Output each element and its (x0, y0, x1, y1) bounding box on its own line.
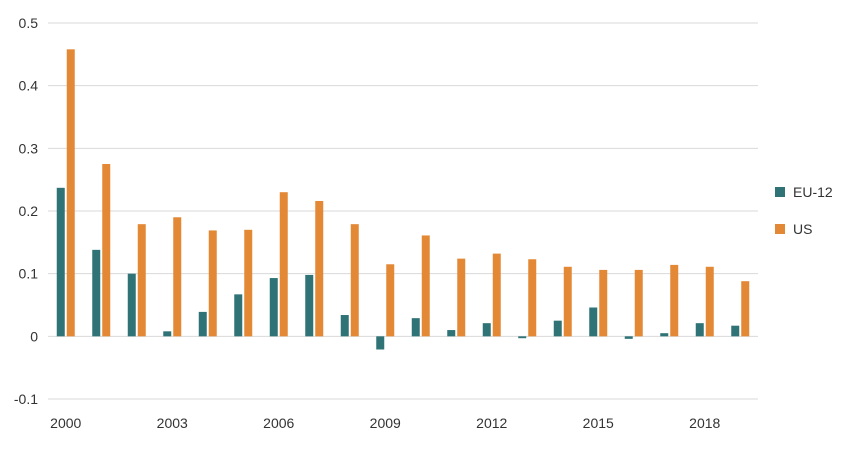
bar-eu-12-2011 (447, 330, 456, 337)
legend-swatch (775, 187, 785, 197)
y-tick-label: 0.3 (19, 140, 39, 156)
x-tick-label: 2018 (689, 415, 720, 431)
x-tick-label: 2009 (370, 415, 401, 431)
y-tick-label: 0.1 (19, 266, 39, 282)
bar-us-2015 (599, 269, 608, 337)
y-tick-label: 0.2 (19, 203, 39, 219)
y-axis-ticks: -0.1 0 0.1 0.2 0.3 0.4 0.5 (14, 15, 38, 407)
y-tick-label: 0.4 (19, 78, 39, 94)
x-tick-label: 2006 (263, 415, 294, 431)
legend-label: US (793, 221, 812, 237)
bar-eu-12-2008 (340, 315, 349, 337)
bar-us-2011 (457, 258, 466, 337)
bar-eu-12-2013 (518, 336, 527, 339)
bar-us-2007 (315, 200, 324, 337)
bar-eu-12-2003 (163, 331, 172, 337)
bar-us-2009 (386, 264, 395, 337)
bar-us-2017 (670, 264, 679, 337)
legend-swatch (775, 224, 785, 234)
bar-us-2014 (563, 266, 572, 337)
bar-us-2004 (208, 230, 217, 337)
bar-us-2001 (102, 164, 111, 337)
bar-eu-12-2004 (198, 311, 207, 337)
x-tick-label: 2015 (583, 415, 614, 431)
bar-eu-12-2000 (56, 187, 65, 337)
bar-eu-12-2018 (695, 323, 704, 337)
bar-us-2008 (350, 224, 359, 337)
bar-us-2013 (528, 259, 537, 337)
y-tick-label: -0.1 (14, 391, 38, 407)
bar-eu-12-2002 (127, 273, 136, 337)
bar-eu-12-2012 (482, 323, 491, 337)
bar-us-2018 (705, 266, 714, 337)
bar-eu-12-2009 (376, 336, 385, 350)
bar-us-2005 (244, 229, 253, 337)
bar-eu-12-2001 (92, 249, 101, 337)
bar-eu-12-2014 (553, 320, 562, 337)
y-tick-label: 0.5 (19, 15, 39, 31)
gridlines (48, 22, 758, 400)
bar-eu-12-2010 (411, 318, 420, 337)
bar-us-2010 (421, 235, 430, 337)
bar-us-2002 (137, 224, 146, 337)
bar-eu-12-2005 (234, 294, 243, 337)
x-axis-ticks: 2000 2003 2006 2009 2012 2015 2018 (50, 415, 720, 431)
legend: EU-12 US (775, 184, 833, 237)
bar-eu-12-2006 (269, 278, 278, 337)
x-tick-label: 2012 (476, 415, 507, 431)
bar-us-2019 (741, 281, 750, 337)
bar-eu-12-2016 (624, 336, 633, 339)
bar-eu-12-2019 (731, 325, 740, 337)
bar-eu-12-2007 (305, 274, 314, 337)
x-tick-label: 2003 (157, 415, 188, 431)
bar-eu-12-2017 (660, 333, 669, 337)
bar-us-2006 (279, 192, 288, 337)
x-tick-label: 2000 (50, 415, 81, 431)
legend-label: EU-12 (793, 184, 833, 200)
bar-us-2016 (634, 269, 643, 337)
y-tick-label: 0 (30, 328, 38, 344)
bar-eu-12-2015 (589, 307, 598, 337)
bars (56, 49, 750, 350)
bar-us-2012 (492, 253, 501, 337)
bar-us-2000 (66, 49, 75, 337)
bar-us-2003 (173, 217, 182, 337)
